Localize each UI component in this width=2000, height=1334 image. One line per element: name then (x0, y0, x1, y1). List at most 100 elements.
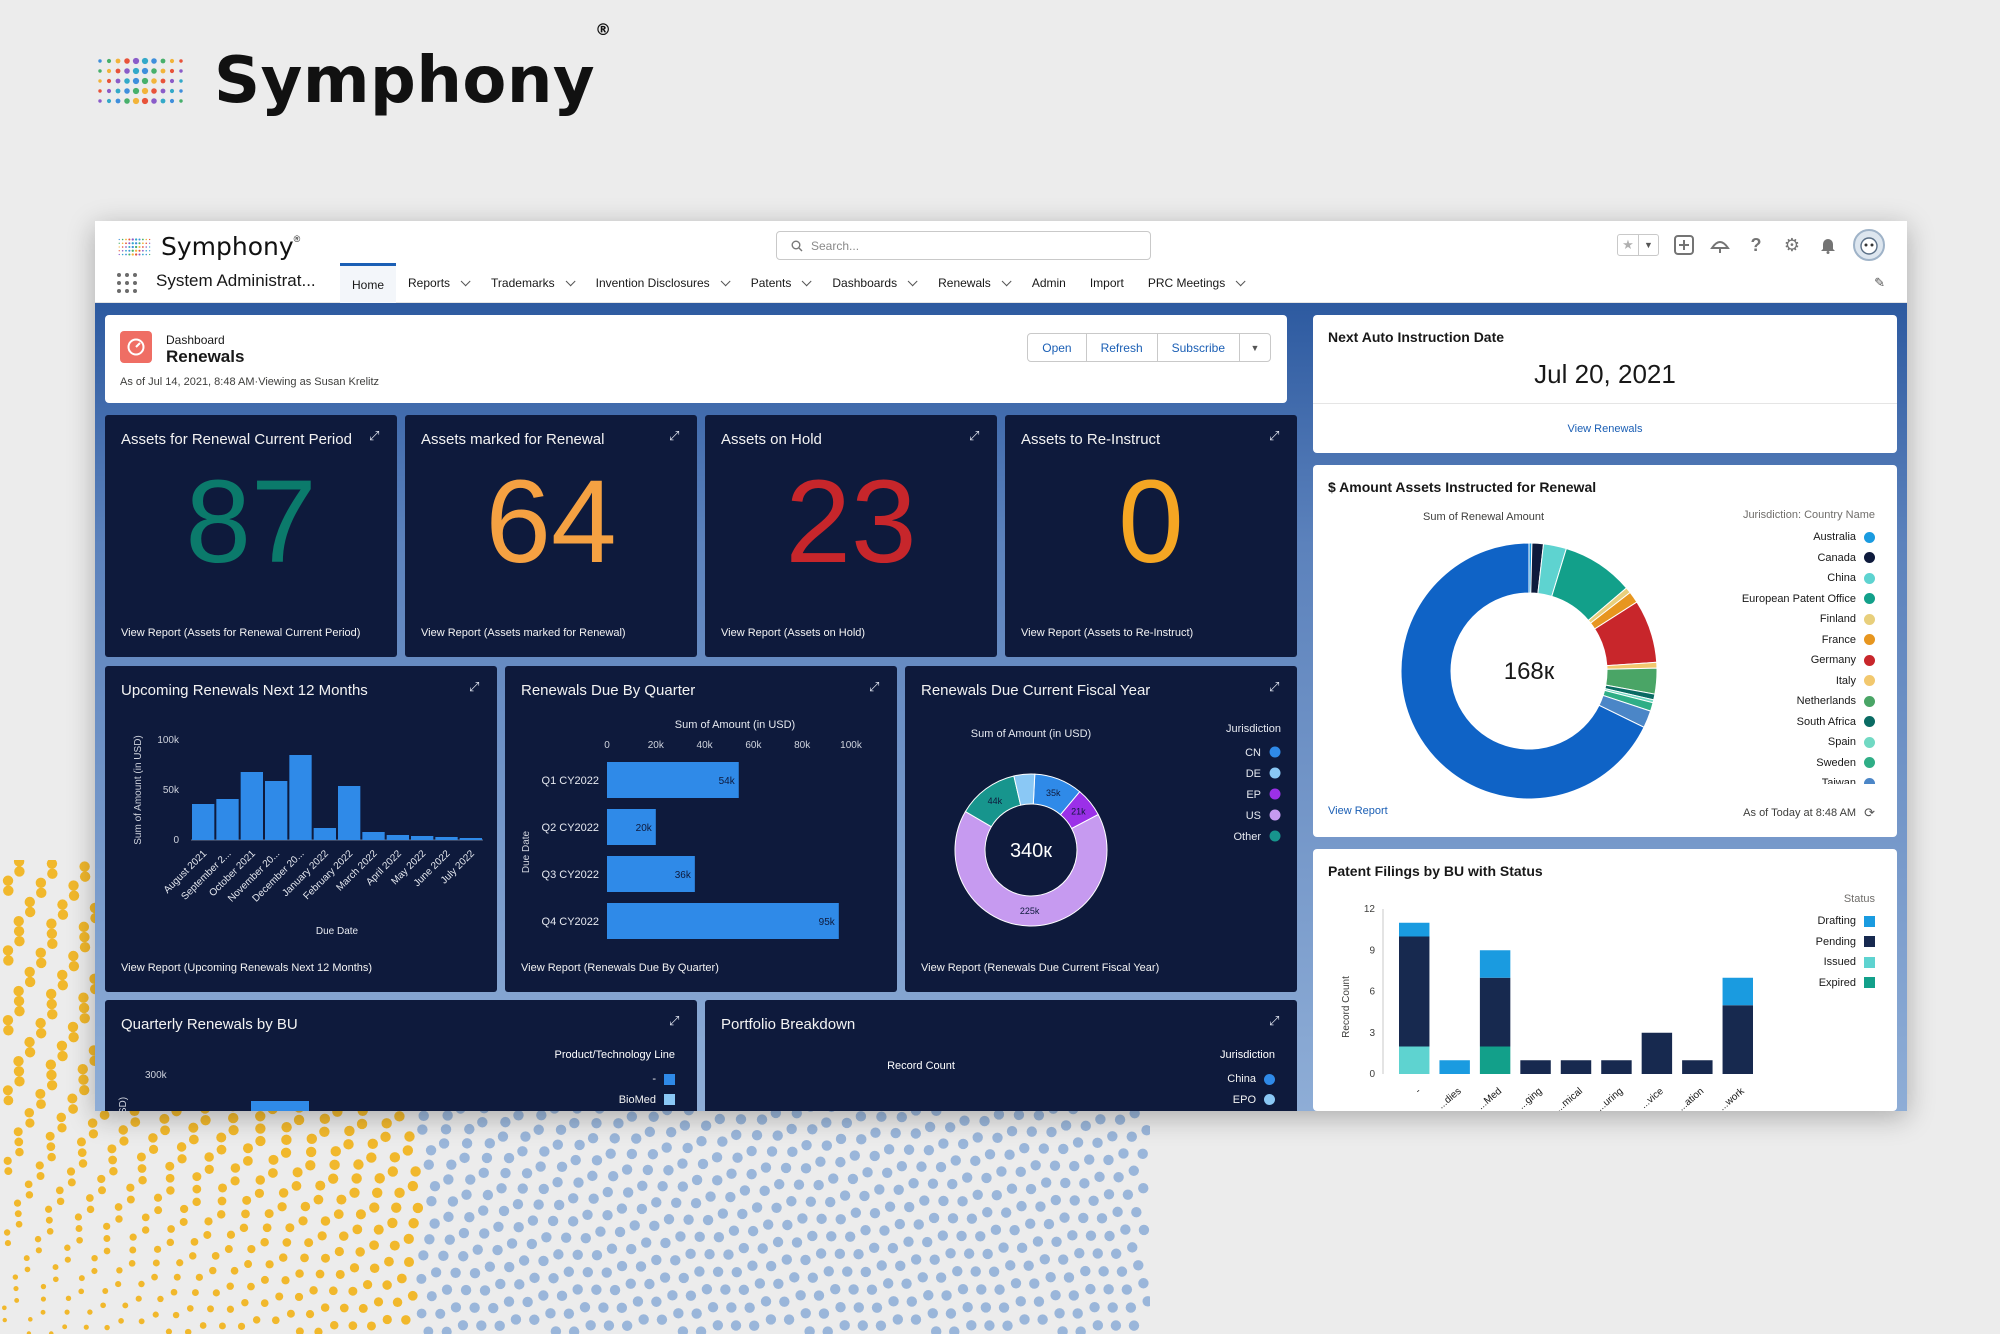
bar[interactable] (216, 799, 239, 840)
legend-item[interactable]: Australia (1655, 527, 1875, 548)
bar[interactable] (607, 809, 656, 845)
metric-report-link[interactable]: View Report (Assets marked for Renewal) (421, 627, 626, 639)
nav-tab-patents[interactable]: Patents (739, 263, 821, 303)
bar-segment[interactable] (1560, 1060, 1592, 1074)
legend-item[interactable]: China (1655, 568, 1875, 589)
legend-item[interactable]: China (1115, 1069, 1275, 1090)
legend-item[interactable]: Spain (1655, 732, 1875, 753)
expand-icon[interactable]: ⤢ (1269, 428, 1280, 443)
pie-slice[interactable] (1013, 773, 1036, 806)
bar-segment[interactable] (1601, 1060, 1632, 1074)
expand-icon[interactable]: ⤢ (369, 428, 380, 443)
bar-segment[interactable] (1520, 1060, 1551, 1074)
legend-item[interactable]: Netherlands (1655, 691, 1875, 712)
global-create-icon[interactable] (1673, 234, 1695, 256)
nav-tab-import[interactable]: Import (1078, 263, 1136, 303)
bar[interactable] (362, 832, 385, 840)
bar[interactable] (313, 828, 336, 840)
bar-segment[interactable] (1479, 1046, 1511, 1075)
favorites-dropdown-icon[interactable]: ▼ (1638, 235, 1658, 255)
help-icon[interactable]: ? (1750, 234, 1762, 255)
favorite-star-icon[interactable]: ★ (1622, 237, 1634, 252)
global-search-input[interactable]: Search... (776, 231, 1151, 260)
bar-segment[interactable] (1479, 977, 1511, 1047)
legend-item[interactable]: EPO (1115, 1090, 1275, 1111)
bar[interactable] (607, 762, 739, 798)
bar[interactable] (289, 755, 312, 840)
nav-tab-admin[interactable]: Admin (1020, 263, 1078, 303)
chevron-down-icon[interactable] (1235, 275, 1246, 286)
metric-report-link[interactable]: View Report (Assets on Hold) (721, 627, 866, 639)
subscribe-button[interactable]: Subscribe (1158, 334, 1240, 361)
bar[interactable] (265, 781, 288, 840)
expand-icon[interactable]: ⤢ (669, 428, 680, 443)
bar[interactable] (240, 772, 263, 840)
more-actions-dropdown[interactable]: ▼ (1250, 342, 1260, 353)
expand-icon[interactable]: ⤢ (1269, 679, 1280, 694)
pie-slice[interactable] (954, 810, 1108, 927)
notifications-bell-icon[interactable] (1817, 234, 1839, 256)
chevron-down-icon[interactable] (1001, 275, 1012, 286)
chevron-down-icon[interactable] (802, 275, 812, 286)
legend-item[interactable]: Sweden (1655, 753, 1875, 774)
legend-item[interactable]: Drafting (1735, 911, 1875, 932)
nav-tab-trademarks[interactable]: Trademarks (479, 263, 584, 303)
chevron-down-icon[interactable] (907, 275, 918, 286)
refresh-icon[interactable]: ⟳ (1864, 805, 1875, 820)
bar-segment[interactable] (1439, 1060, 1470, 1074)
legend-item[interactable]: Taiwan (1655, 773, 1875, 784)
app-launcher-icon[interactable] (117, 273, 137, 293)
app-logo[interactable]: Symphony ® (117, 232, 300, 261)
bar[interactable] (607, 903, 839, 939)
legend-item[interactable]: South Africa (1655, 712, 1875, 733)
bar[interactable] (192, 804, 215, 840)
legend-item[interactable]: Germany (1655, 650, 1875, 671)
bar-segment[interactable] (1722, 977, 1753, 1006)
chevron-down-icon[interactable] (565, 275, 576, 286)
bar[interactable] (435, 837, 458, 840)
bar-segment[interactable] (1641, 1032, 1673, 1074)
expand-icon[interactable]: ⤢ (869, 679, 880, 694)
view-renewals-link[interactable]: View Renewals (1567, 423, 1643, 435)
bar[interactable] (338, 786, 361, 840)
bar-segment[interactable] (1399, 936, 1430, 1047)
fiscal-report-link[interactable]: View Report (Renewals Due Current Fiscal… (921, 962, 1160, 974)
expand-icon[interactable]: ⤢ (1269, 1013, 1280, 1028)
legend-item[interactable]: Issued (1735, 952, 1875, 973)
legend-item[interactable]: - (515, 1069, 675, 1090)
bar-segment[interactable] (1399, 1046, 1430, 1075)
nav-tab-prc-meetings[interactable]: PRC Meetings (1136, 263, 1254, 303)
legend-item[interactable]: European Patent Office (1655, 589, 1875, 610)
bar[interactable] (459, 838, 482, 840)
bar-segment[interactable] (1682, 1060, 1713, 1074)
legend-item[interactable]: BioMed (515, 1090, 675, 1111)
nav-tab-reports[interactable]: Reports (396, 263, 479, 303)
expand-icon[interactable]: ⤢ (669, 1013, 680, 1028)
open-button[interactable]: Open (1028, 334, 1087, 361)
chevron-down-icon[interactable] (460, 275, 471, 286)
legend-item[interactable]: Finland (1655, 609, 1875, 630)
amount-view-report-link[interactable]: View Report (1328, 805, 1388, 817)
bar-segment[interactable] (1399, 922, 1430, 937)
bar[interactable] (386, 835, 409, 840)
upcoming-report-link[interactable]: View Report (Upcoming Renewals Next 12 M… (121, 962, 373, 974)
chevron-down-icon[interactable] (720, 275, 731, 286)
by-quarter-report-link[interactable]: View Report (Renewals Due By Quarter) (521, 962, 719, 974)
edit-nav-icon[interactable]: ✎ (1874, 275, 1885, 290)
legend-item[interactable]: Pending (1735, 932, 1875, 953)
metric-report-link[interactable]: View Report (Assets for Renewal Current … (121, 627, 361, 639)
refresh-button[interactable]: Refresh (1087, 334, 1158, 361)
bar-segment[interactable] (1722, 1005, 1753, 1074)
expand-icon[interactable]: ⤢ (969, 428, 980, 443)
metric-report-link[interactable]: View Report (Assets to Re-Instruct) (1021, 627, 1194, 639)
bar[interactable] (411, 836, 434, 840)
expand-icon[interactable]: ⤢ (469, 679, 480, 694)
legend-item[interactable]: Canada (1655, 548, 1875, 569)
user-avatar[interactable] (1853, 229, 1885, 261)
legend-item[interactable]: Expired (1735, 973, 1875, 994)
nav-tab-home[interactable]: Home (340, 263, 397, 303)
settings-gear-icon[interactable]: ⚙ (1783, 234, 1801, 255)
nav-tab-renewals[interactable]: Renewals (926, 263, 1020, 303)
trailhead-icon[interactable] (1709, 234, 1731, 256)
nav-tab-invention-disclosures[interactable]: Invention Disclosures (584, 263, 739, 303)
